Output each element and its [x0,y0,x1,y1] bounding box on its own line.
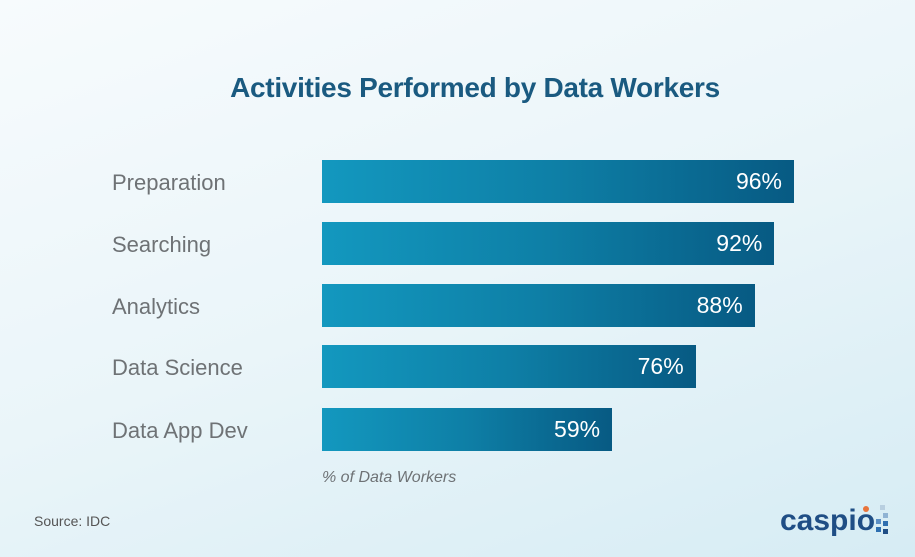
data-label: 96% [735,168,782,194]
category-label: Data Science [112,355,243,380]
data-label: 59% [554,416,601,442]
bar: 76% [322,345,696,388]
bar: 96% [322,160,794,203]
x-axis-label: % of Data Workers [322,469,457,486]
category-label: Preparation [112,170,226,195]
data-label: 88% [696,292,743,318]
svg-text:caspio: caspio [780,504,875,537]
bar: 92% [322,222,775,265]
source-note: Source: IDC [34,513,111,529]
bar: 88% [322,284,755,327]
chart-title: Activities Performed by Data Workers [230,72,720,103]
data-label: 76% [637,353,684,379]
data-label: 92% [716,230,763,256]
bar: 59% [322,408,613,451]
category-label: Analytics [112,294,201,319]
caspio-logo: caspio [780,504,888,537]
category-label: Searching [112,232,212,257]
category-label: Data App Dev [112,418,248,443]
